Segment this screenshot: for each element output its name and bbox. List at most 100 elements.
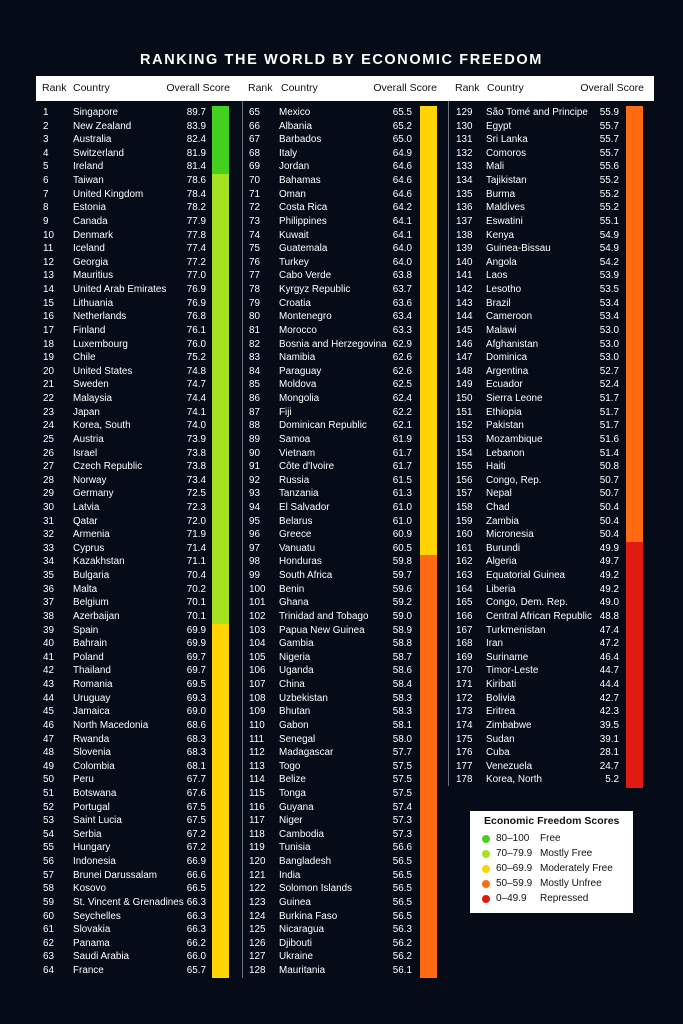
score-bar-segment xyxy=(212,323,229,339)
row-score: 69.0 xyxy=(186,706,206,718)
row-score: 73.8 xyxy=(186,447,206,459)
table-row: 69 Jordan 64.6 xyxy=(249,160,412,174)
table-row: 34 Kazakhstan 71.1 xyxy=(43,555,206,569)
row-country: Spain xyxy=(73,624,99,636)
score-bar-segment xyxy=(420,364,437,379)
row-country: Congo, Rep. xyxy=(486,474,542,486)
row-score: 59.8 xyxy=(392,556,412,568)
score-bar-segment xyxy=(420,895,437,911)
row-score: 42.7 xyxy=(599,692,619,704)
row-rank: 45 xyxy=(43,706,54,718)
row-country: Slovakia xyxy=(73,924,111,936)
row-rank: 17 xyxy=(43,324,54,336)
row-score: 44.4 xyxy=(599,679,619,691)
row-rank: 15 xyxy=(43,297,54,309)
score-bar-segment xyxy=(420,773,437,788)
row-country: Togo xyxy=(279,760,301,772)
row-country: Greece xyxy=(279,529,312,541)
table-row: 165 Congo, Dem. Rep. 49.0 xyxy=(456,596,619,610)
row-rank: 51 xyxy=(43,788,54,799)
score-bar-segment xyxy=(420,691,437,706)
score-bar-segment xyxy=(212,242,229,257)
row-country: Russia xyxy=(279,474,310,486)
row-rank: 68 xyxy=(249,147,260,159)
row-country: Mauritania xyxy=(279,965,326,977)
row-rank: 150 xyxy=(456,393,473,405)
score-bar-segment xyxy=(212,419,229,434)
row-country: Laos xyxy=(486,270,508,282)
row-country: Ukraine xyxy=(279,951,314,963)
row-score: 71.9 xyxy=(186,529,206,541)
row-rank: 70 xyxy=(249,175,260,187)
score-bar-segment xyxy=(212,827,229,843)
table-row: 143 Brazil 53.4 xyxy=(456,297,619,311)
score-bar-segment xyxy=(212,814,229,829)
row-score: 83.9 xyxy=(186,120,206,132)
score-bar-segment xyxy=(420,283,437,298)
row-rank: 163 xyxy=(456,570,473,582)
row-country: India xyxy=(279,869,301,881)
row-score: 70.2 xyxy=(186,583,206,595)
row-score: 81.4 xyxy=(186,161,206,173)
row-country: Maldives xyxy=(486,202,525,214)
score-bar-segment xyxy=(212,187,229,202)
row-score: 62.4 xyxy=(392,393,412,405)
table-row: 30 Latvia 72.3 xyxy=(43,501,206,515)
row-rank: 165 xyxy=(456,597,473,609)
row-score: 50.4 xyxy=(599,529,619,541)
row-score: 61.3 xyxy=(392,488,412,500)
row-country: Korea, North xyxy=(486,774,542,786)
table-row: 6 Taiwan 78.6 xyxy=(43,174,206,188)
table-row: 98 Honduras 59.8 xyxy=(249,555,412,569)
row-rank: 156 xyxy=(456,474,473,486)
table-row: 124 Burkina Faso 56.5 xyxy=(249,910,412,924)
row-score: 63.7 xyxy=(392,284,412,296)
table-row: 106 Uganda 58.6 xyxy=(249,664,412,678)
row-rank: 152 xyxy=(456,420,473,432)
row-rank: 113 xyxy=(249,760,265,772)
row-country: Bhutan xyxy=(279,706,311,718)
row-country: Djibouti xyxy=(279,937,312,949)
score-bar-segment xyxy=(626,214,643,230)
row-rank: 43 xyxy=(43,679,54,691)
table-row: 148 Argentina 52.7 xyxy=(456,365,619,379)
row-rank: 91 xyxy=(249,461,260,473)
table-row: 101 Ghana 59.2 xyxy=(249,596,412,610)
row-country: Mozambique xyxy=(486,433,543,445)
score-bar-segment xyxy=(212,773,229,788)
row-country: United Kingdom xyxy=(73,188,144,200)
row-country: Luxembourg xyxy=(73,338,128,350)
score-bar-segment xyxy=(420,759,437,774)
row-score: 78.4 xyxy=(186,188,206,200)
row-score: 72.0 xyxy=(186,515,206,527)
row-rank: 61 xyxy=(43,924,54,936)
row-score: 62.6 xyxy=(392,365,412,377)
score-bar-segment xyxy=(626,773,643,788)
score-bar-segment xyxy=(420,650,437,666)
row-rank: 119 xyxy=(249,842,265,854)
row-rank: 60 xyxy=(43,910,54,922)
score-bar-segment xyxy=(420,378,437,393)
row-country: Paraguay xyxy=(279,365,322,377)
row-rank: 5 xyxy=(43,161,49,173)
score-bar-segment xyxy=(420,855,437,870)
row-score: 67.5 xyxy=(186,815,206,827)
row-country: Ghana xyxy=(279,597,309,609)
row-score: 59.2 xyxy=(392,597,412,609)
row-score: 60.5 xyxy=(392,542,412,554)
table-row: 76 Turkey 64.0 xyxy=(249,256,412,270)
row-rank: 52 xyxy=(43,801,54,813)
table-row: 38 Azerbaijan 70.1 xyxy=(43,610,206,624)
table-row: 82 Bosnia and Herzegovina 62.9 xyxy=(249,338,412,352)
table-row: 39 Spain 69.9 xyxy=(43,624,206,638)
table-row: 21 Sweden 74.7 xyxy=(43,378,206,392)
score-bar-segment xyxy=(420,146,437,162)
row-score: 69.3 xyxy=(186,692,206,704)
row-country: Nicaragua xyxy=(279,924,325,936)
row-score: 64.0 xyxy=(392,243,412,255)
row-rank: 178 xyxy=(456,774,473,786)
score-bar-segment xyxy=(626,705,643,720)
row-rank: 40 xyxy=(43,638,54,650)
row-rank: 146 xyxy=(456,338,473,350)
row-score: 64.0 xyxy=(392,256,412,268)
